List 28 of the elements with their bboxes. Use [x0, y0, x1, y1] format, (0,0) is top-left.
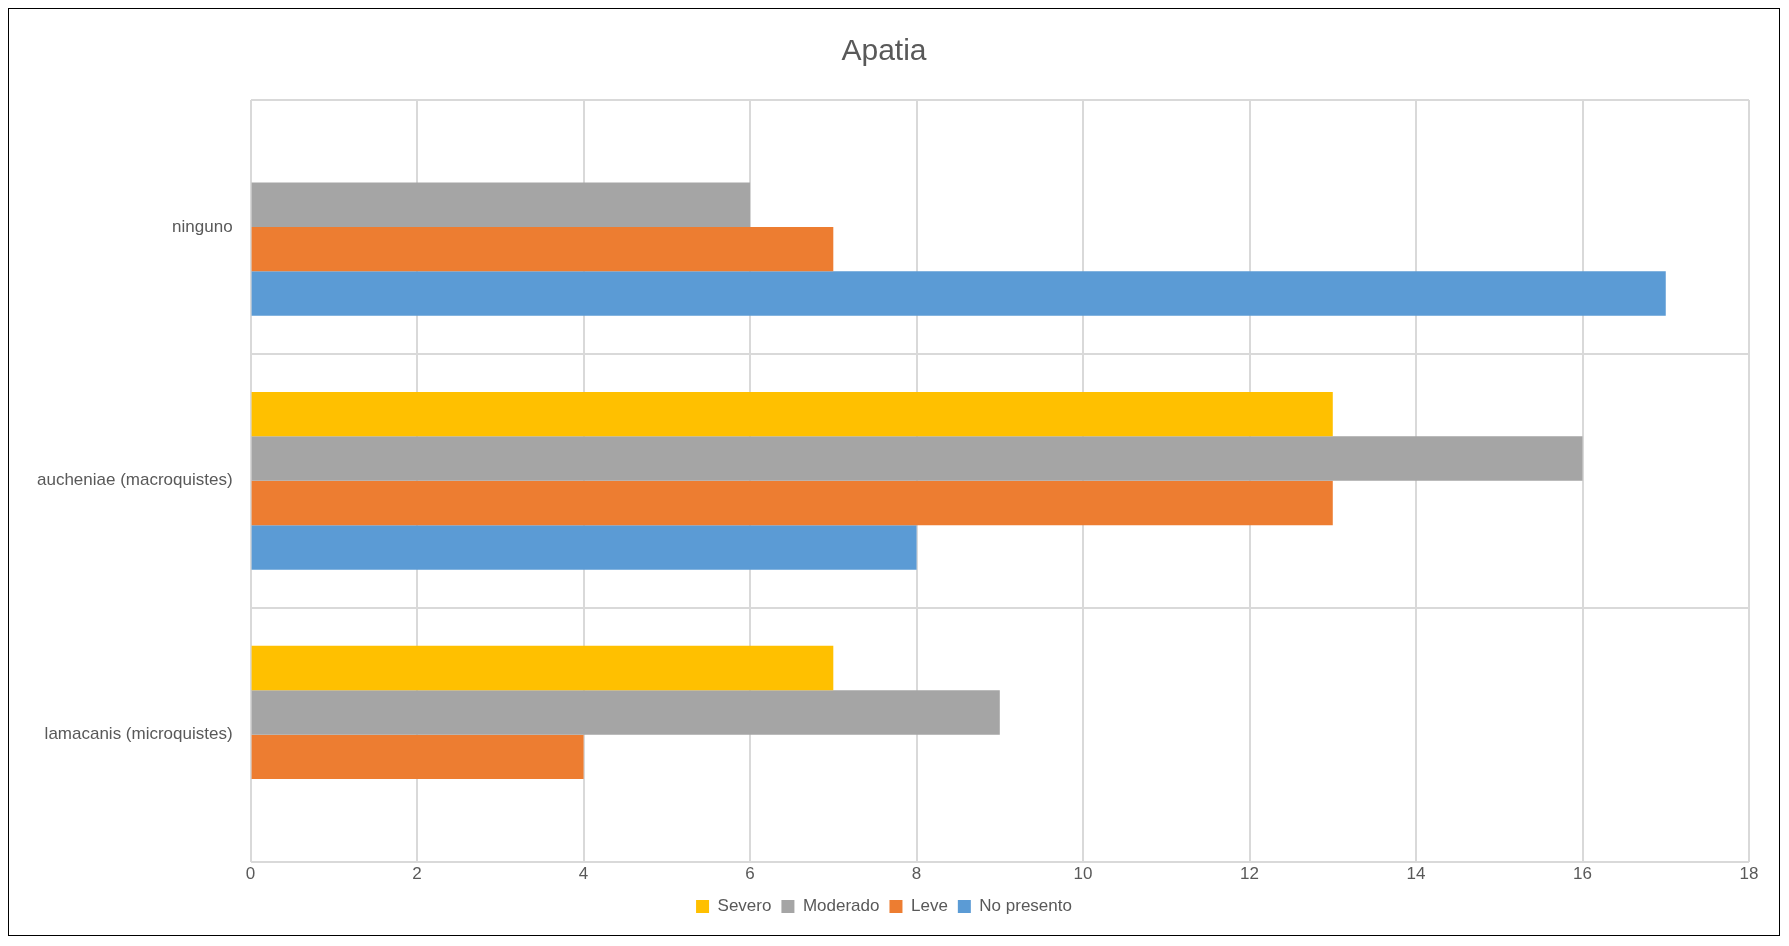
y-tick-label: ninguno: [172, 216, 233, 236]
x-tick-label: 0: [245, 864, 256, 884]
bar: [251, 690, 1000, 735]
chart-title: Apatia: [841, 33, 927, 67]
legend-label: Moderado: [802, 896, 880, 916]
x-tick-label: 10: [1073, 864, 1093, 884]
x-tick-label: 8: [911, 864, 922, 884]
x-tick-label: 18: [1739, 864, 1759, 884]
bar: [251, 734, 584, 780]
legend-label: Leve: [910, 896, 948, 916]
bar: [251, 480, 1333, 526]
x-tick-label: 6: [745, 864, 755, 884]
bar: [251, 182, 751, 227]
bar: [251, 436, 1583, 481]
y-tick-label: aucheniae (macroquistes): [36, 470, 233, 490]
x-tick-label: 12: [1240, 864, 1259, 884]
x-tick-label: 16: [1573, 864, 1592, 884]
bar: [251, 271, 1666, 316]
bar: [251, 226, 834, 272]
y-tick-label: lamacanis (microquistes): [44, 724, 233, 744]
bar: [251, 645, 834, 691]
bar: [251, 391, 1333, 437]
x-tick-label: 14: [1406, 864, 1426, 884]
legend-label: Severo: [717, 896, 772, 916]
x-tick-label: 4: [578, 864, 589, 884]
bar: [251, 525, 917, 570]
x-tick-label: 2: [412, 864, 422, 884]
legend-label: No presento: [979, 896, 1072, 916]
